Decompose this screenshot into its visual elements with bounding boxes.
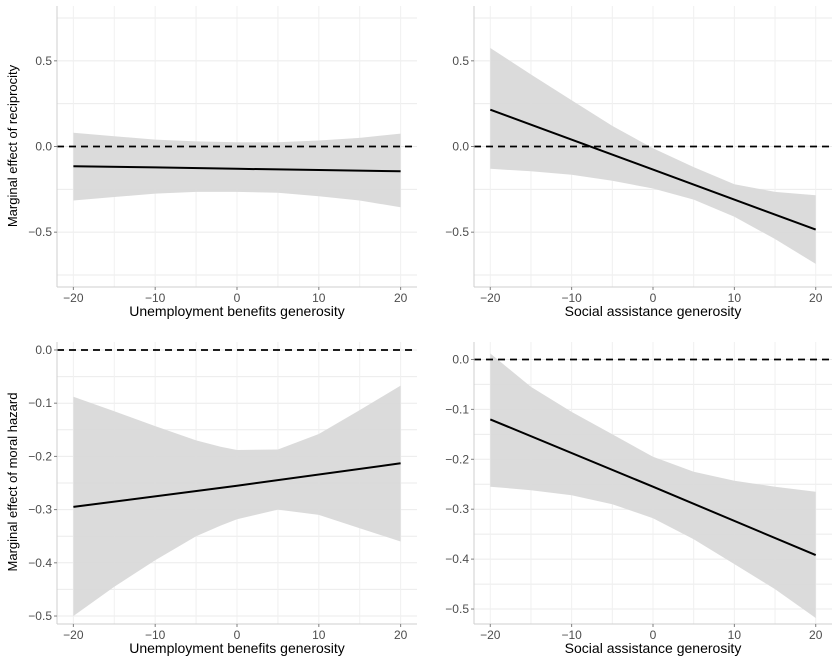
x-tick-label: 0 — [234, 628, 241, 642]
y-tick-label: −0.1 — [445, 402, 469, 416]
x-tick-label: −20 — [480, 291, 501, 305]
marginal-effect-line — [73, 462, 401, 508]
x-tick-label: −20 — [480, 628, 501, 642]
confidence-band — [490, 48, 816, 264]
y-tick-label: −0.5 — [445, 225, 469, 239]
x-tick-label: −10 — [561, 291, 582, 305]
y-tick-label: −0.3 — [445, 502, 469, 516]
y-tick-label: 0.5 — [452, 54, 469, 68]
y-axis-label-bottom: Marginal effect of moral hazard — [5, 393, 20, 572]
y-tick-label: 0.0 — [35, 140, 52, 154]
x-tick-label: −20 — [63, 291, 84, 305]
y-tick-label: −0.5 — [445, 602, 469, 616]
y-tick-label: −0.5 — [28, 609, 52, 623]
y-tick-label: −0.2 — [28, 449, 52, 463]
x-tick-label: −20 — [63, 628, 84, 642]
panel-reciprocity-unemployment: 0.5 0.0 −0.5 −20 −10 0 10 20 Unemployment benefi… — [28, 6, 417, 319]
y-tick-label: 0.5 — [35, 54, 52, 68]
y-tick-label: −0.1 — [28, 396, 52, 410]
confidence-band — [73, 132, 401, 208]
panel-moral-hazard-unemployment: 0.0 −0.1 −0.2 −0.3 −0.4 −0.5 −20 −10 0 10 20 Unempl… — [28, 342, 417, 656]
x-tick-label: 20 — [809, 291, 823, 305]
x-tick-label: 20 — [394, 291, 408, 305]
y-axis-label-top: Marginal effect of reciprocity — [5, 64, 20, 227]
x-tick-label: 10 — [312, 628, 326, 642]
panel-moral-hazard-social-assistance: 0.0 −0.1 −0.2 −0.3 −0.4 −0.5 −20 −10 0 10 20 Social… — [445, 342, 832, 656]
y-tick-label: −0.5 — [28, 225, 52, 239]
x-axis-title: Social assistance generosity — [565, 303, 742, 319]
marginal-effect-line — [489, 108, 817, 231]
y-tick-label: 0.0 — [35, 343, 52, 357]
marginal-effect-line — [73, 165, 401, 173]
x-tick-label: 20 — [809, 628, 823, 642]
y-tick-label: 0.0 — [452, 352, 469, 366]
x-tick-label: 10 — [728, 291, 742, 305]
panel-reciprocity-social-assistance: 0.5 0.0 −0.5 −20 −10 0 10 20 Social assistance g… — [445, 6, 832, 319]
x-tick-label: 0 — [650, 291, 657, 305]
y-tick-label: −0.4 — [445, 552, 469, 566]
y-tick-label: 0.0 — [452, 140, 469, 154]
x-axis-title: Unemployment benefits generosity — [129, 303, 345, 319]
x-tick-label: 0 — [234, 291, 241, 305]
y-tick-label: −0.3 — [28, 503, 52, 517]
confidence-band — [73, 385, 401, 616]
x-tick-label: 10 — [312, 291, 326, 305]
marginal-effect-line — [489, 418, 817, 557]
y-tick-label: −0.4 — [28, 556, 52, 570]
x-axis-title: Social assistance generosity — [565, 640, 742, 656]
x-tick-label: −10 — [145, 291, 166, 305]
x-tick-label: 10 — [728, 628, 742, 642]
x-tick-label: 20 — [394, 628, 408, 642]
x-axis-title: Unemployment benefits generosity — [129, 640, 345, 656]
y-tick-label: −0.2 — [445, 452, 469, 466]
x-tick-label: −10 — [561, 628, 582, 642]
x-tick-label: −10 — [145, 628, 166, 642]
x-tick-label: 0 — [650, 628, 657, 642]
